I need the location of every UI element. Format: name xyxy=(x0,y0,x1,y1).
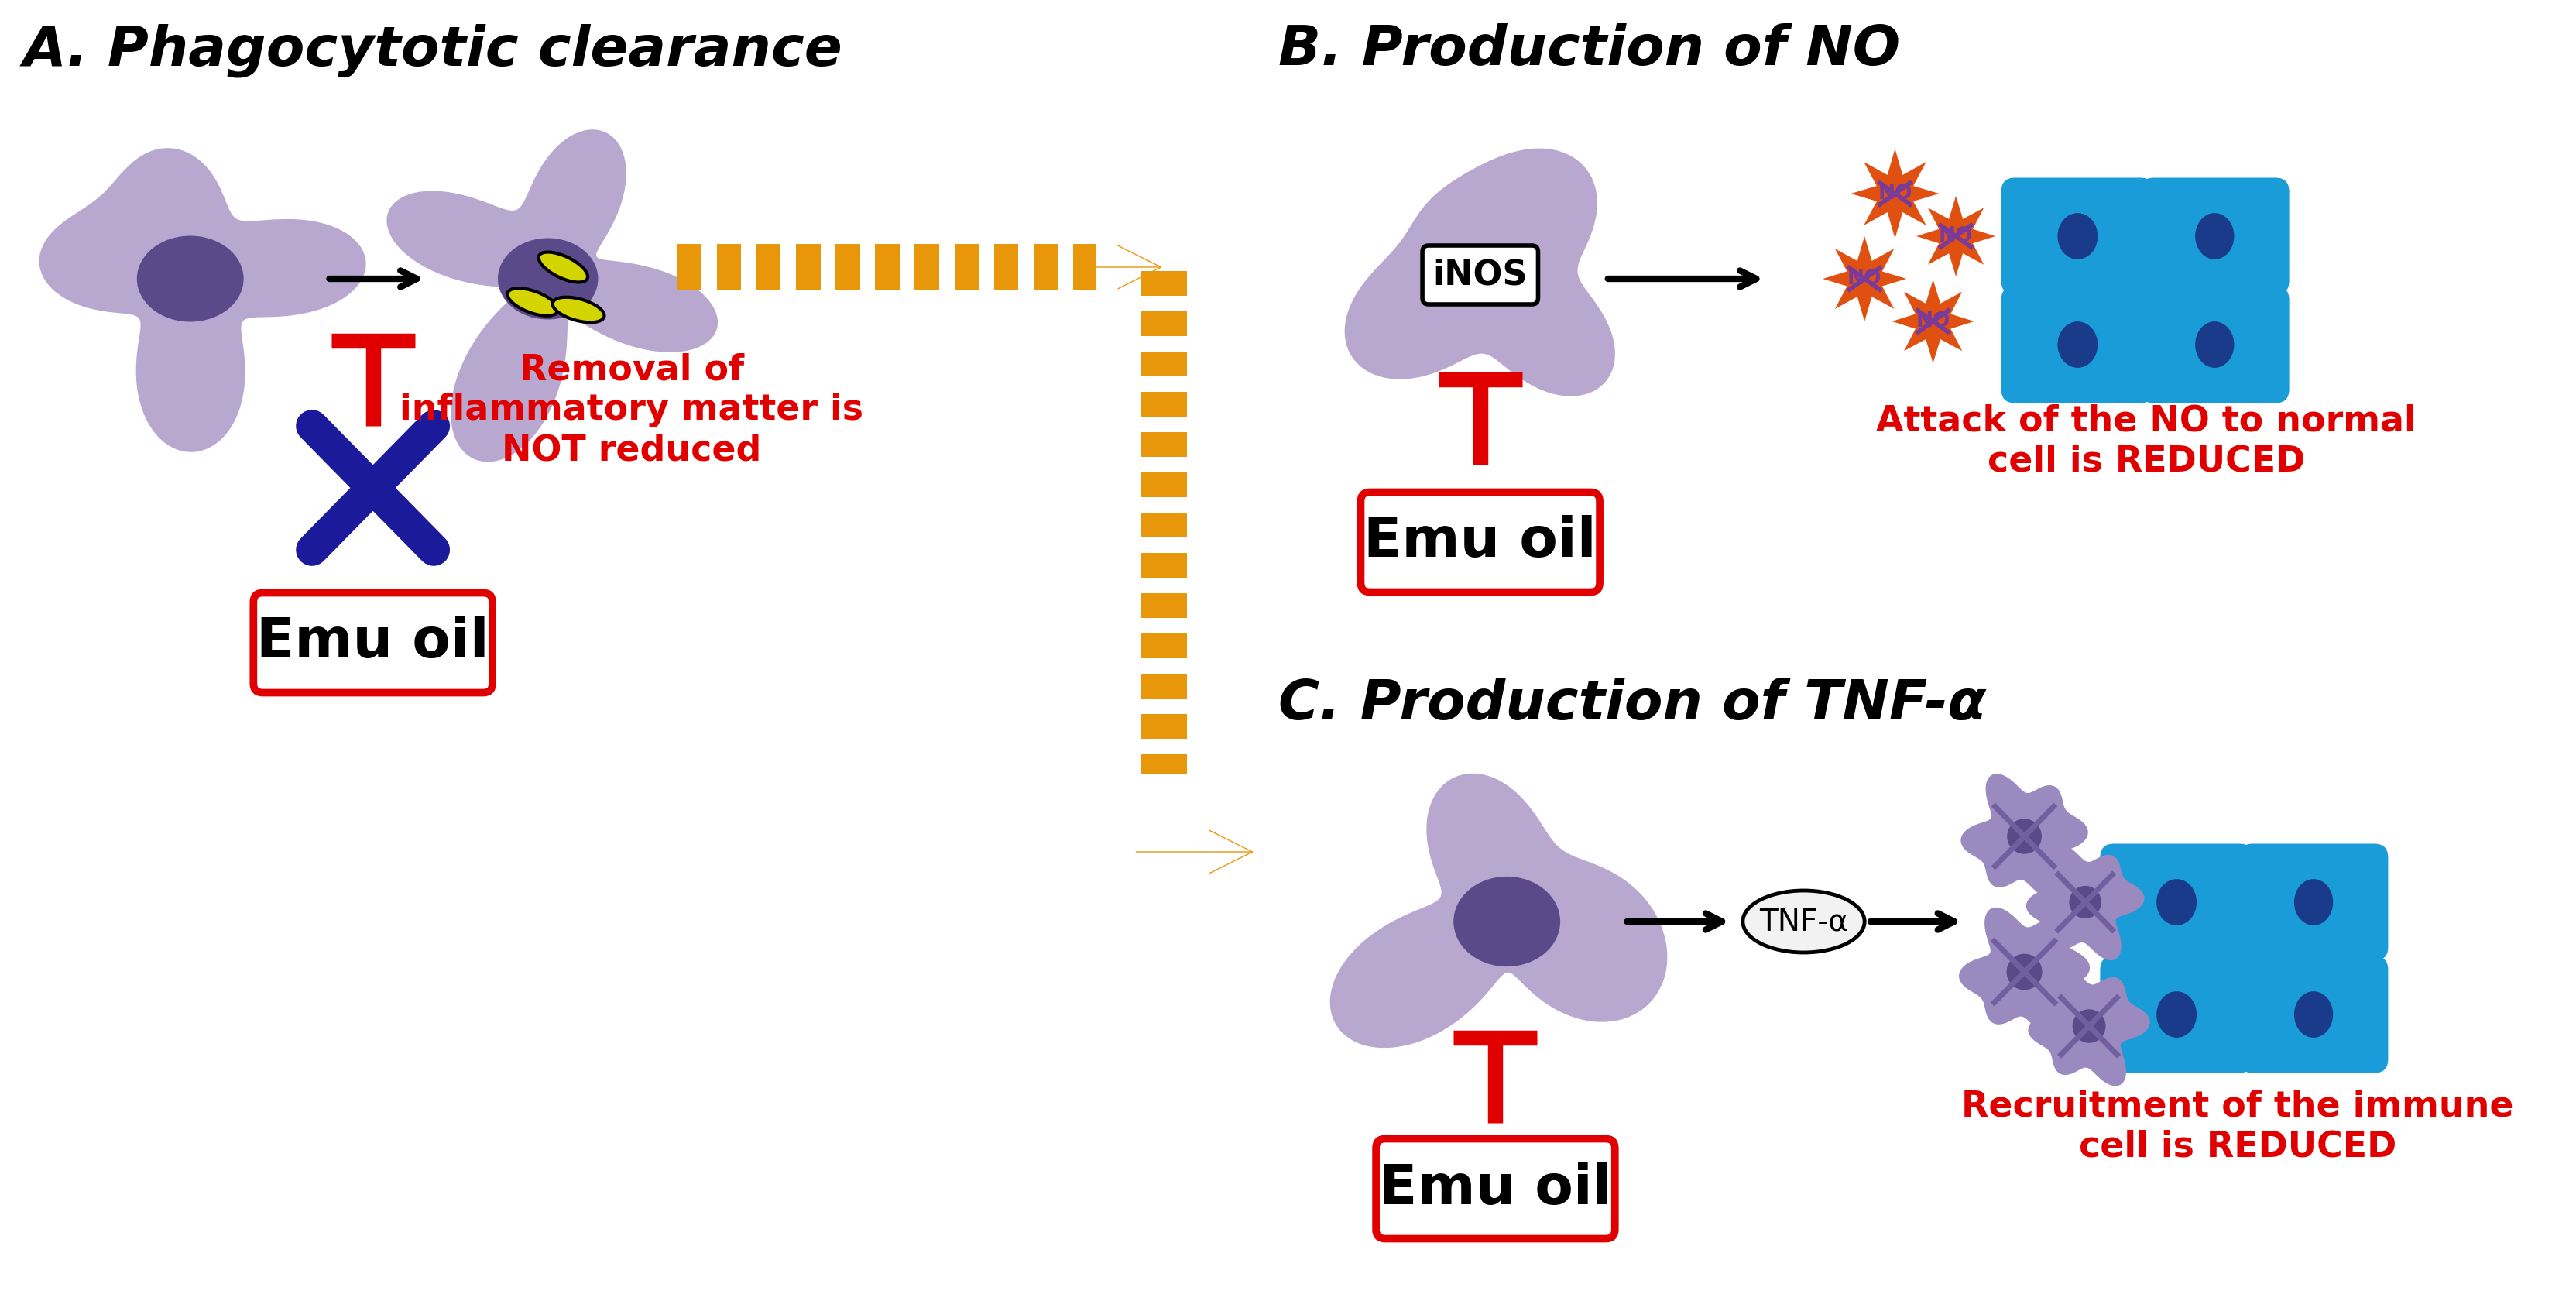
Bar xyxy=(1033,243,1059,290)
Bar xyxy=(1141,553,1188,578)
FancyBboxPatch shape xyxy=(1360,492,1600,592)
Bar xyxy=(1141,593,1188,618)
Bar xyxy=(876,243,899,290)
Ellipse shape xyxy=(497,238,598,320)
Bar xyxy=(1141,432,1188,457)
Bar xyxy=(1141,271,1188,295)
Text: TNF-α: TNF-α xyxy=(1759,907,1847,937)
Text: NO: NO xyxy=(1847,269,1883,289)
Bar xyxy=(796,243,819,290)
Polygon shape xyxy=(1824,237,1906,321)
Ellipse shape xyxy=(2007,954,2043,990)
Text: Attack of the NO to normal
cell is REDUCED: Attack of the NO to normal cell is REDUC… xyxy=(1875,403,2416,479)
FancyBboxPatch shape xyxy=(1422,246,1538,304)
Bar xyxy=(835,243,860,290)
FancyBboxPatch shape xyxy=(2239,956,2388,1073)
Ellipse shape xyxy=(1744,891,1865,952)
Bar xyxy=(1141,714,1188,739)
FancyBboxPatch shape xyxy=(252,593,492,692)
FancyBboxPatch shape xyxy=(2141,286,2290,403)
Ellipse shape xyxy=(137,235,245,321)
Bar xyxy=(1141,674,1188,699)
FancyBboxPatch shape xyxy=(1376,1138,1615,1239)
Text: NO: NO xyxy=(1940,226,1973,246)
Ellipse shape xyxy=(2195,321,2233,368)
Ellipse shape xyxy=(2007,818,2043,853)
Bar xyxy=(1141,755,1188,774)
Polygon shape xyxy=(2027,844,2143,960)
Ellipse shape xyxy=(2058,213,2097,259)
Ellipse shape xyxy=(551,297,605,323)
Polygon shape xyxy=(1329,774,1667,1047)
FancyBboxPatch shape xyxy=(2002,286,2154,403)
Ellipse shape xyxy=(2295,879,2334,925)
Ellipse shape xyxy=(1453,877,1561,967)
Bar xyxy=(1141,351,1188,376)
Bar xyxy=(914,243,940,290)
Ellipse shape xyxy=(2195,213,2233,259)
FancyBboxPatch shape xyxy=(2099,956,2254,1073)
Ellipse shape xyxy=(2058,321,2097,368)
Bar xyxy=(1141,513,1188,537)
Bar xyxy=(994,243,1018,290)
Text: Emu oil: Emu oil xyxy=(1378,1162,1613,1215)
Bar xyxy=(1141,472,1188,497)
Polygon shape xyxy=(39,148,366,451)
Polygon shape xyxy=(386,130,719,462)
Bar xyxy=(1141,311,1188,336)
Text: Recruitment of the immune
cell is REDUCED: Recruitment of the immune cell is REDUCE… xyxy=(1960,1089,2514,1164)
FancyBboxPatch shape xyxy=(2099,844,2254,960)
Polygon shape xyxy=(1958,907,2089,1037)
FancyBboxPatch shape xyxy=(2002,178,2154,294)
Bar xyxy=(1074,243,1095,290)
Bar xyxy=(716,243,742,290)
Text: Emu oil: Emu oil xyxy=(258,617,489,670)
Ellipse shape xyxy=(507,289,559,316)
Text: Removal of
inflammatory matter is
NOT reduced: Removal of inflammatory matter is NOT re… xyxy=(399,353,863,468)
Bar xyxy=(1141,634,1188,658)
FancyBboxPatch shape xyxy=(2239,844,2388,960)
Text: C. Production of TNF-α: C. Production of TNF-α xyxy=(1278,678,1986,731)
Text: NO: NO xyxy=(1917,311,1950,332)
Polygon shape xyxy=(1852,148,1940,238)
Bar xyxy=(953,243,979,290)
Bar xyxy=(1141,392,1188,416)
Text: B. Production of NO: B. Production of NO xyxy=(1278,23,1901,77)
Text: iNOS: iNOS xyxy=(1432,259,1528,291)
Polygon shape xyxy=(1891,280,1973,363)
Ellipse shape xyxy=(2156,991,2197,1038)
Polygon shape xyxy=(1960,774,2089,899)
Text: Emu oil: Emu oil xyxy=(1363,515,1597,569)
Ellipse shape xyxy=(2069,886,2102,919)
Ellipse shape xyxy=(2295,991,2334,1038)
Polygon shape xyxy=(1917,196,1996,276)
Bar xyxy=(677,243,701,290)
Polygon shape xyxy=(1345,148,1615,397)
FancyBboxPatch shape xyxy=(2141,178,2290,294)
Bar xyxy=(757,243,781,290)
Ellipse shape xyxy=(2074,1010,2105,1043)
Text: A. Phagocytotic clearance: A. Phagocytotic clearance xyxy=(23,23,842,77)
Text: NO: NO xyxy=(1878,183,1911,204)
Polygon shape xyxy=(2027,967,2151,1086)
Ellipse shape xyxy=(2156,879,2197,925)
Ellipse shape xyxy=(538,252,587,282)
